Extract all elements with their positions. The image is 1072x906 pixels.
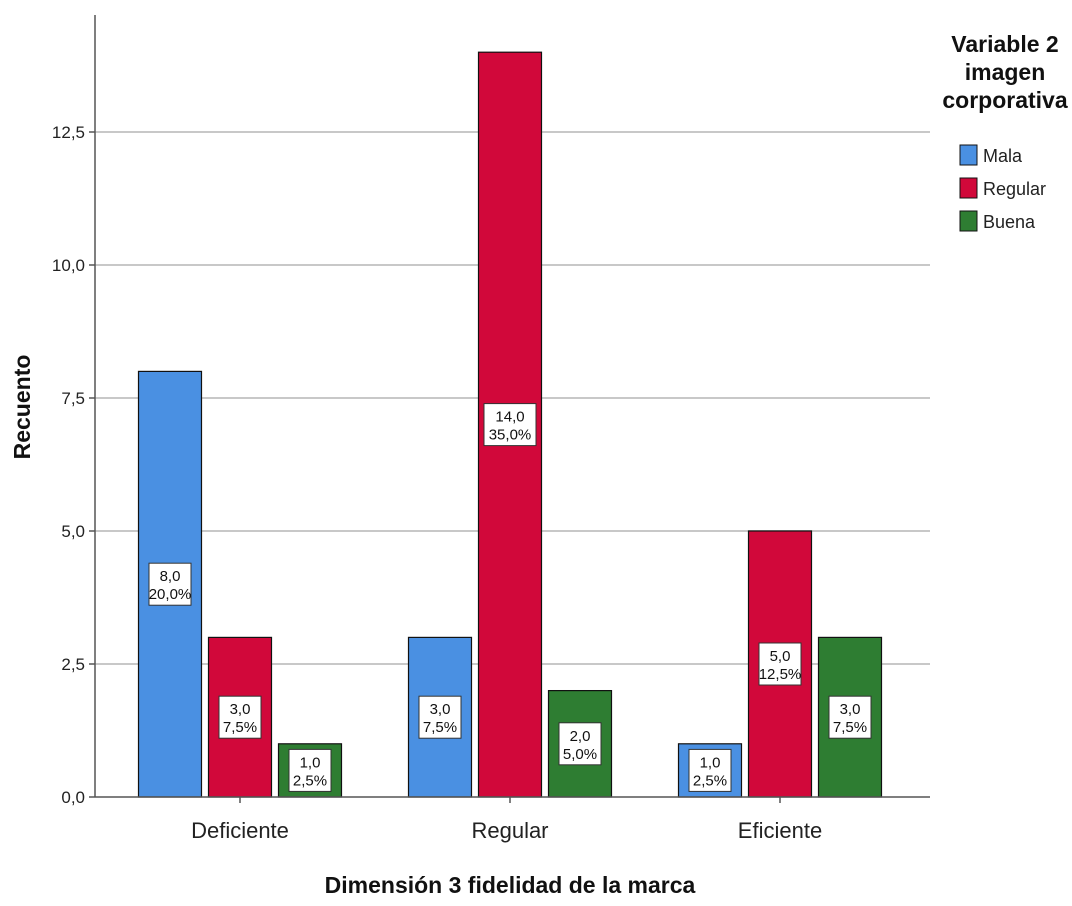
y-tick-label: 5,0 — [61, 522, 85, 541]
axes: 0,0 2,5 5,0 7,5 10,0 12,5 Deficiente Regular Efi… — [52, 15, 930, 843]
legend-label-buena: Buena — [983, 212, 1036, 232]
data-label-percent: 7,5% — [423, 719, 457, 736]
data-label-value: 2,0 — [570, 728, 591, 745]
data-label-percent: 7,5% — [223, 719, 257, 736]
data-label-box — [218, 695, 262, 739]
legend-label-regular: Regular — [983, 179, 1046, 199]
data-label-percent: 2,5% — [693, 772, 727, 789]
x-axis-title: Dimensión 3 fidelidad de la marca — [325, 872, 696, 898]
legend-swatch-regular — [959, 177, 978, 199]
data-label-box — [558, 722, 602, 766]
y-tick-label: 10,0 — [52, 256, 85, 275]
data-label-value: 1,0 — [300, 754, 321, 771]
data-label-value: 8,0 — [160, 568, 181, 585]
legend-title: corporativa — [942, 87, 1067, 113]
y-tick-label: 0,0 — [61, 788, 85, 807]
data-label-value: 3,0 — [840, 701, 861, 718]
data-label-percent: 5,0% — [563, 746, 597, 763]
data-label-box — [288, 748, 332, 792]
legend-swatch-mala — [959, 144, 978, 166]
legend-swatch-buena — [959, 210, 978, 232]
data-label-box — [758, 642, 802, 686]
data-label-percent: 2,5% — [293, 772, 327, 789]
data-label-percent: 20,0% — [149, 586, 192, 603]
y-tick-label: 12,5 — [52, 123, 85, 142]
x-tick-label: Regular — [471, 818, 548, 843]
data-label-box — [148, 562, 192, 606]
y-tick-label: 7,5 — [61, 389, 85, 408]
data-label-value: 14,0 — [495, 409, 524, 426]
data-label-box — [418, 695, 462, 739]
legend-label-mala: Mala — [983, 146, 1023, 166]
data-label-percent: 7,5% — [833, 719, 867, 736]
data-label-box — [688, 748, 732, 792]
data-label-percent: 35,0% — [489, 427, 532, 444]
data-label-percent: 12,5% — [759, 666, 802, 683]
y-tick-label: 2,5 — [61, 655, 85, 674]
x-tick-label: Deficiente — [191, 818, 289, 843]
legend-title: Variable 2 — [951, 31, 1058, 57]
x-tick-label: Eficiente — [738, 818, 822, 843]
y-axis-title: Recuento — [9, 355, 35, 460]
data-label-value: 5,0 — [770, 648, 791, 665]
data-label-value: 1,0 — [700, 754, 721, 771]
data-label-value: 3,0 — [230, 701, 251, 718]
data-label-value: 3,0 — [430, 701, 451, 718]
legend-title: imagen — [965, 59, 1046, 85]
data-labels: 8,020,0%3,07,5%1,02,5%3,07,5%14,035,0%5,… — [148, 403, 872, 792]
data-label-box — [483, 403, 537, 447]
data-label-box — [828, 695, 872, 739]
